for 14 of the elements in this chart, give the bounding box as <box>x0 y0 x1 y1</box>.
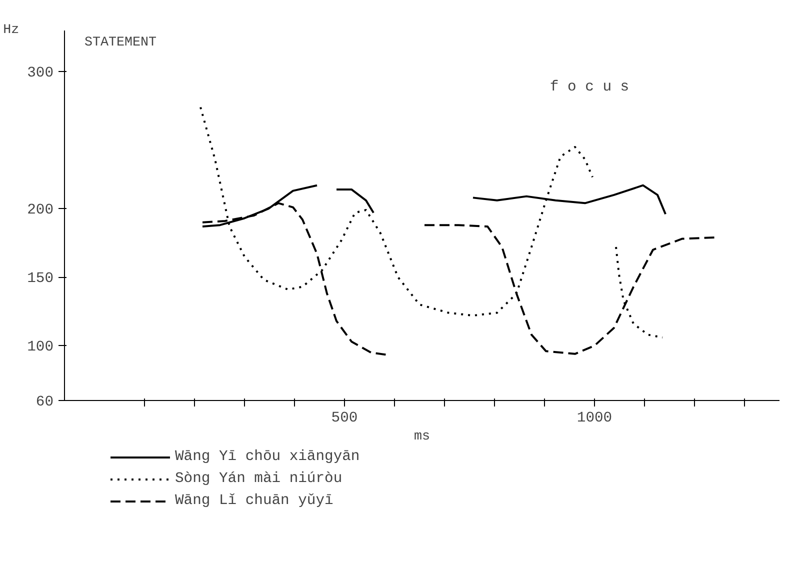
legend-label: Wāng Yī chōu xiāngyān <box>175 449 360 465</box>
y-tick-label: 100 <box>27 340 54 356</box>
y-tick-label: 200 <box>27 202 54 219</box>
x-axis-title: ms <box>414 430 430 444</box>
chart-title: STATEMENT <box>84 36 156 50</box>
y-axis-title: Hz <box>3 23 20 38</box>
legend-label: Sòng Yán mài niúròu <box>175 471 342 487</box>
x-tick-label: 500 <box>331 410 358 426</box>
y-tick-label: 300 <box>27 66 54 82</box>
annotation: f o c u s <box>550 80 630 96</box>
y-tick-label: 150 <box>27 271 54 288</box>
x-tick-label: 1000 <box>576 410 612 426</box>
legend-label: Wāng Lǐ chuān yǔyī <box>175 493 334 509</box>
y-tick-label: 60 <box>36 394 54 410</box>
